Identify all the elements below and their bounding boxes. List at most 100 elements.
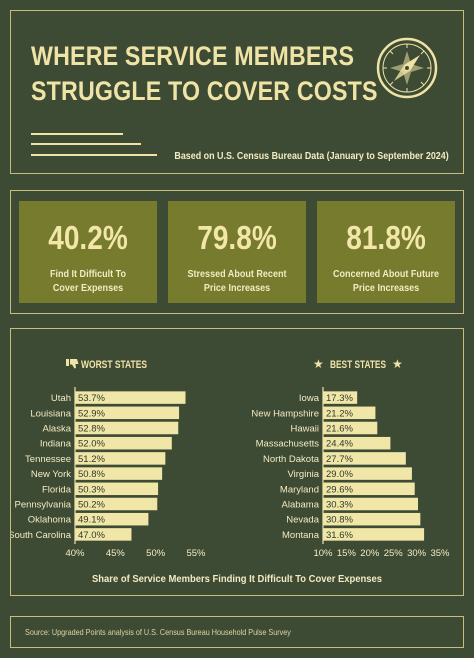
category-label: Louisiana: [30, 408, 71, 419]
bar: [75, 391, 186, 404]
bar: [323, 497, 419, 511]
stat-value: 40.2%: [48, 219, 128, 256]
bar-value-label: 50.8%: [78, 469, 105, 480]
bar-value-label: 53.7%: [78, 393, 105, 404]
stats-panel: 40.2% Find It Difficult To Cover Expense…: [10, 190, 464, 314]
x-tick-label: 40%: [65, 548, 85, 559]
worst-states-chart: 53.7% Utah 52.9% Louisiana 52.8% Alaska 52.0% I…: [11, 387, 206, 559]
bar: [75, 528, 132, 541]
bar-value-label: 31.6%: [326, 530, 353, 541]
worst-states-title: WORST STATES: [81, 359, 147, 371]
bar-charts: WORST STATES ★ BEST STATES ★ 53.7% Utah 52…: [11, 357, 450, 585]
compass-icon: [376, 37, 438, 99]
category-label: Montana: [282, 530, 320, 541]
bar-value-label: 52.8%: [78, 424, 105, 435]
category-label: Tennessee: [25, 454, 71, 465]
thumbs-down-icon: [66, 359, 79, 369]
bar-value-label: 47.0%: [78, 530, 105, 541]
x-tick-label: 45%: [106, 548, 126, 559]
bar-value-label: 51.2%: [78, 454, 105, 465]
stat-card-stressed: 79.8% Stressed About Recent Price Increa…: [168, 201, 306, 303]
category-label: Oklahoma: [28, 515, 72, 526]
stat-card-difficult: 40.2% Find It Difficult To Cover Expense…: [19, 201, 157, 303]
stat-label-line: Cover Expenses: [52, 282, 124, 294]
category-label: Virginia: [287, 469, 319, 480]
bar: [75, 482, 159, 496]
category-label: Florida: [42, 484, 72, 495]
bar-value-label: 29.0%: [326, 469, 353, 480]
bar-value-label: 17.3%: [326, 393, 353, 404]
bar-value-label: 21.6%: [326, 424, 353, 435]
category-label: North Dakota: [263, 454, 320, 465]
bar-value-label: 27.7%: [326, 454, 353, 465]
category-label: Maryland: [280, 484, 319, 495]
x-tick-label: 10%: [313, 548, 333, 559]
best-states-chart: 17.3% Iowa 21.2% New Hampshire 21.6% Hawaii 24…: [251, 387, 450, 559]
header-panel: WHERE SERVICE MEMBERS STRUGGLE TO COVER …: [10, 10, 464, 174]
bar: [75, 467, 163, 480]
bar: [323, 452, 406, 465]
category-label: Hawaii: [290, 424, 319, 435]
bar: [75, 436, 172, 450]
bar: [75, 406, 180, 420]
bar-value-label: 52.9%: [78, 408, 105, 419]
star-icon: ★: [313, 357, 324, 371]
x-tick-label: 50%: [146, 548, 166, 559]
category-label: New York: [31, 469, 71, 480]
x-tick-label: 25%: [384, 548, 404, 559]
bar: [75, 512, 149, 526]
category-label: New Hampshire: [251, 408, 319, 419]
stat-card-concerned: 81.8% Concerned About Future Price Incre…: [317, 201, 455, 303]
x-tick-label: 30%: [407, 548, 427, 559]
source-note: Source: Upgraded Points analysis of U.S.…: [25, 627, 291, 637]
stat-label-line: Stressed About Recent: [187, 268, 287, 280]
bar: [323, 482, 415, 496]
stat-label-line: Concerned About Future: [332, 268, 440, 280]
bar-value-label: 50.3%: [78, 484, 105, 495]
bar-value-label: 50.2%: [78, 500, 105, 511]
bar: [323, 467, 412, 480]
category-label: Alabama: [282, 500, 320, 511]
bar: [323, 528, 425, 541]
title-line-1: WHERE SERVICE MEMBERS: [31, 41, 355, 71]
category-label: Utah: [51, 393, 71, 404]
bar: [323, 421, 378, 435]
x-tick-label: 15%: [337, 548, 357, 559]
stat-label-line: Find It Difficult To: [49, 268, 127, 280]
category-label: Nevada: [286, 515, 319, 526]
bar: [323, 512, 421, 526]
star-icon: ★: [392, 357, 403, 371]
stat-label: Concerned About Future Price Increases: [330, 267, 442, 295]
chart-caption: Share of Service Members Finding It Diff…: [92, 573, 382, 585]
bar-value-label: 52.0%: [78, 439, 105, 450]
bar-value-label: 30.8%: [326, 515, 353, 526]
bar-value-label: 30.3%: [326, 500, 353, 511]
decorative-line: [31, 154, 157, 156]
category-label: Indiana: [40, 439, 72, 450]
best-states-title: BEST STATES: [330, 359, 386, 371]
category-label: Pennsylvania: [14, 500, 71, 511]
bar-value-label: 29.6%: [326, 484, 353, 495]
category-label: Massachusetts: [256, 439, 320, 450]
bar: [323, 406, 376, 420]
bar: [323, 436, 391, 450]
category-label: South Carolina: [11, 530, 72, 541]
bar-value-label: 49.1%: [78, 515, 105, 526]
bar: [75, 452, 166, 465]
bar-value-label: 21.2%: [326, 408, 353, 419]
decorative-line: [31, 143, 141, 145]
page-title: WHERE SERVICE MEMBERS STRUGGLE TO COVER …: [31, 39, 378, 109]
stat-value: 81.8%: [346, 219, 426, 256]
x-tick-label: 20%: [360, 548, 380, 559]
category-label: Alaska: [42, 424, 71, 435]
bar: [75, 421, 179, 435]
stat-label: Find It Difficult To Cover Expenses: [32, 267, 144, 295]
x-tick-label: 35%: [430, 548, 450, 559]
x-tick-label: 55%: [186, 548, 206, 559]
stat-label-line: Price Increases: [352, 282, 420, 294]
bar: [75, 497, 158, 511]
footer-panel: Source: Upgraded Points analysis of U.S.…: [10, 616, 464, 648]
subtitle: Based on U.S. Census Bureau Data (Januar…: [174, 150, 449, 162]
charts-panel: WORST STATES ★ BEST STATES ★ 53.7% Utah 52…: [10, 328, 464, 596]
stat-label: Stressed About Recent Price Increases: [181, 267, 293, 295]
